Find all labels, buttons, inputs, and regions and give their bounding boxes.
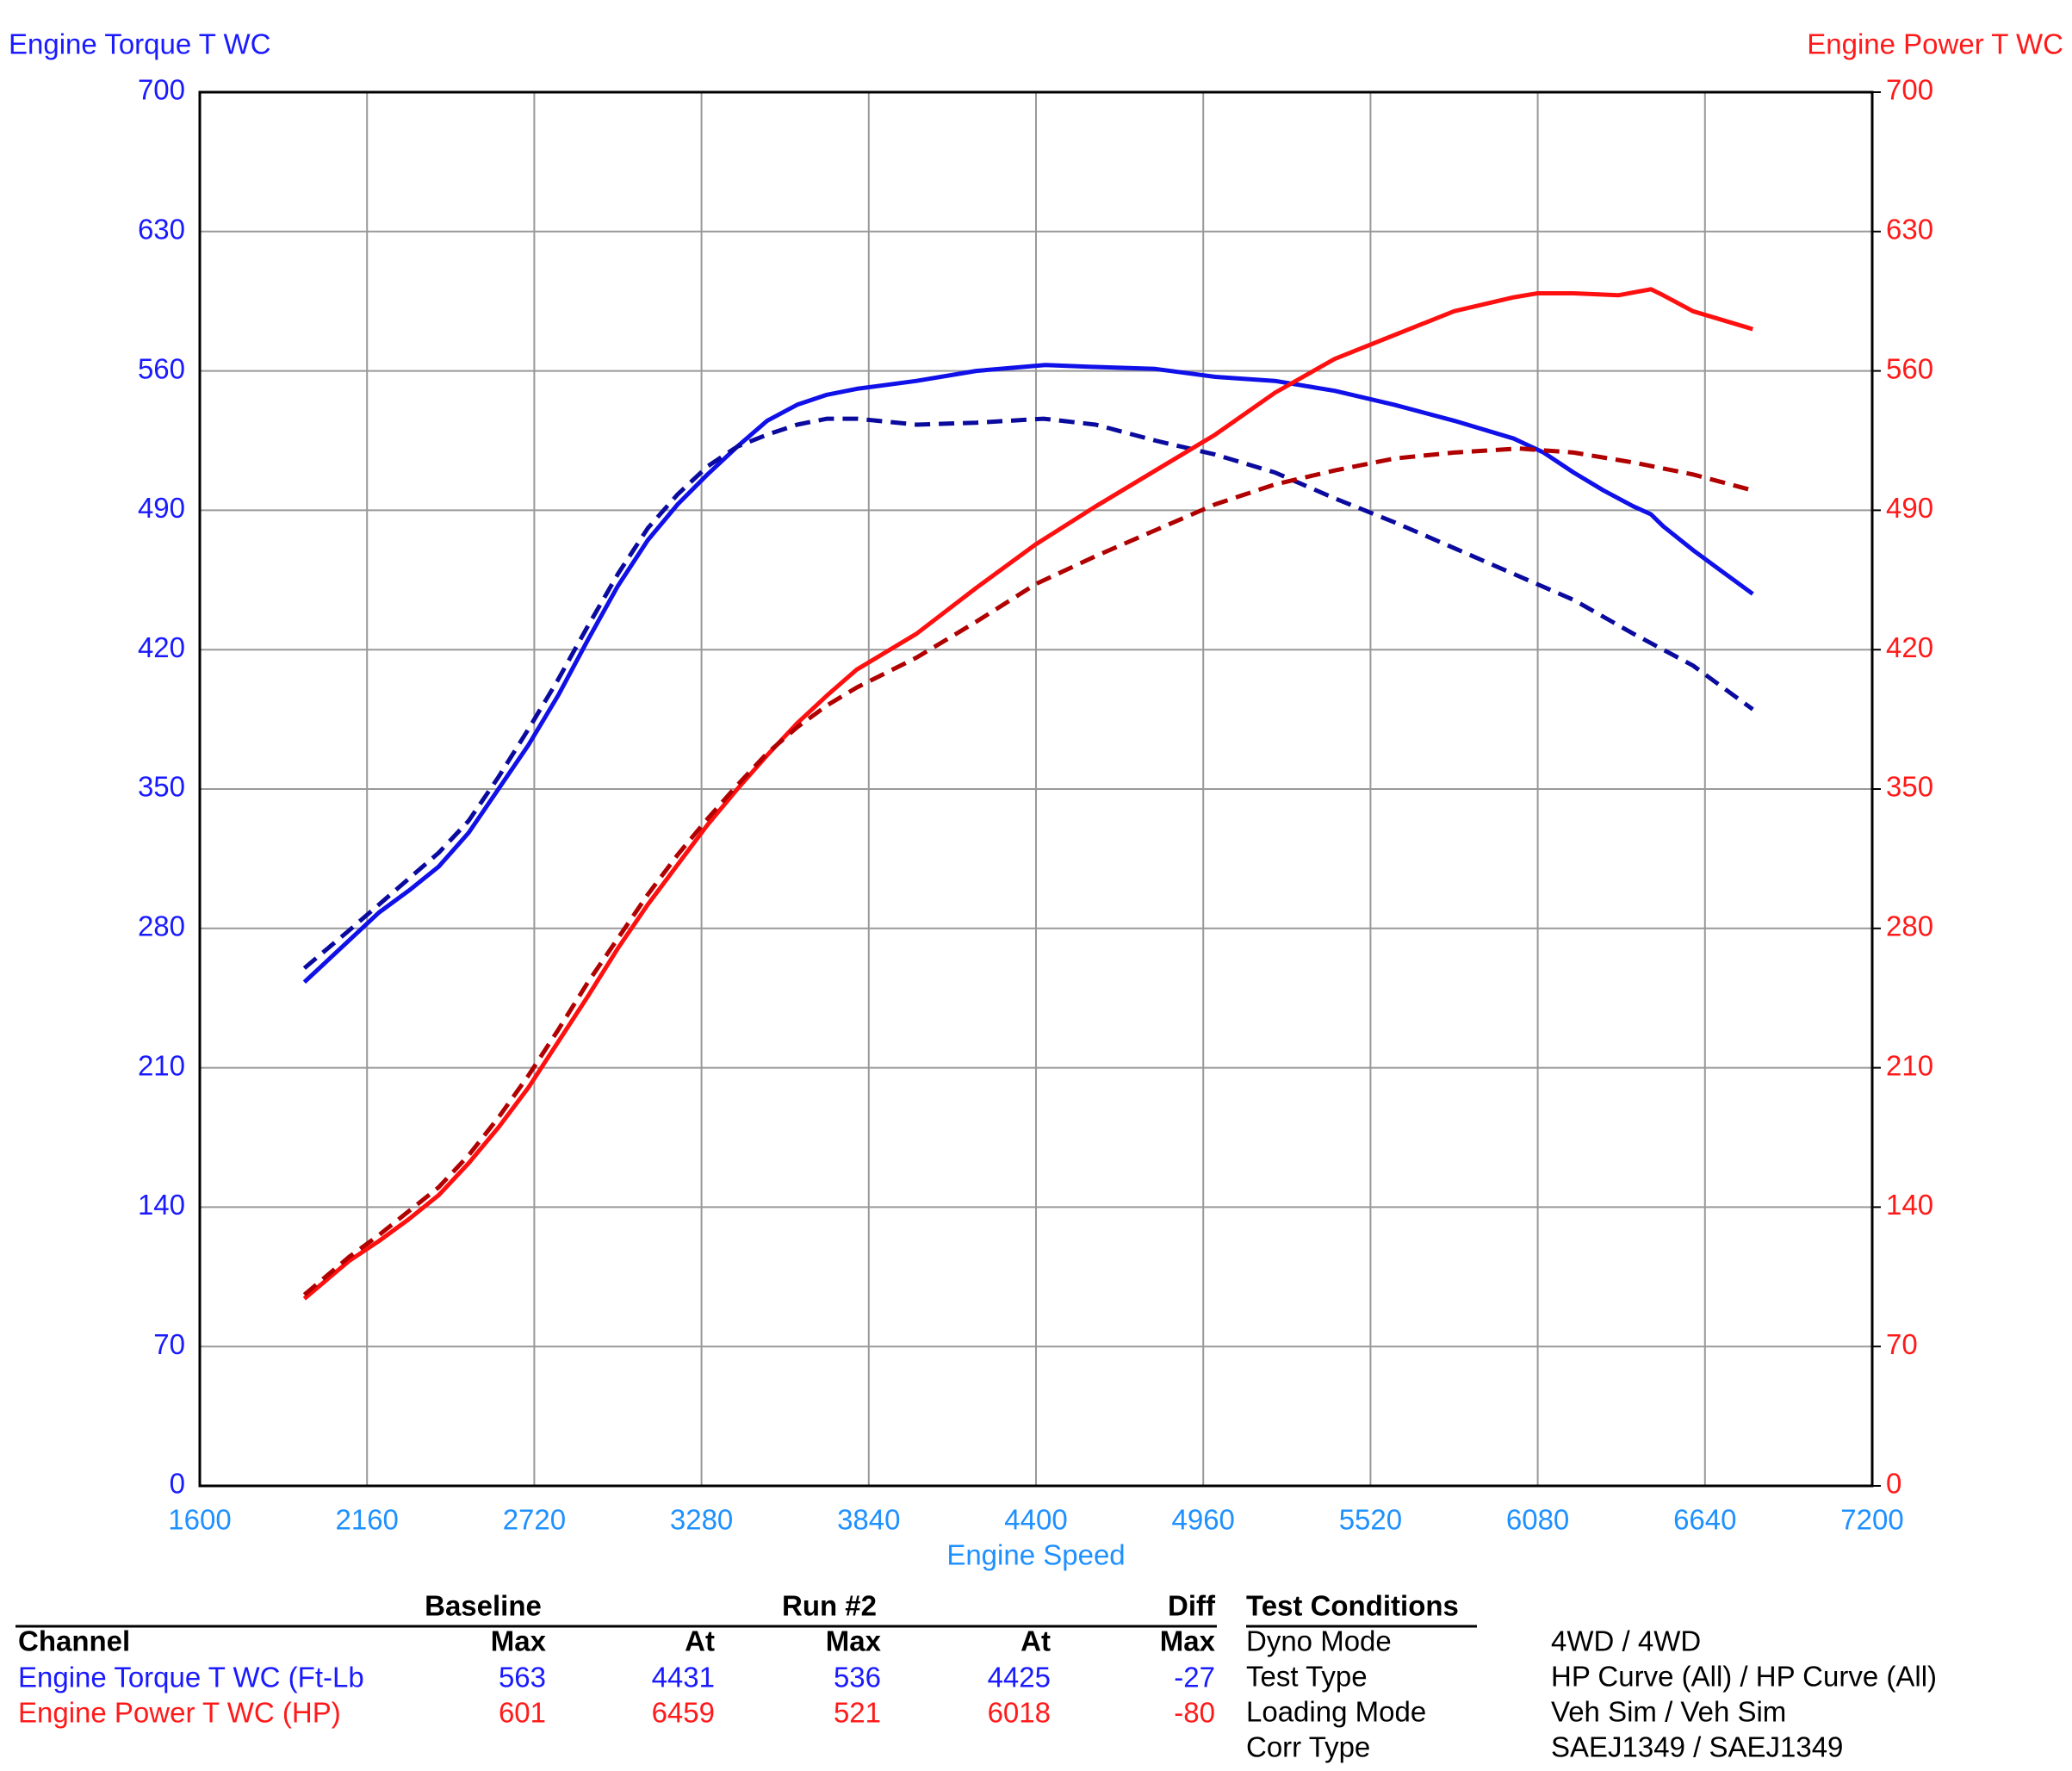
condition-value: HP Curve (All) / HP Curve (All) (1551, 1661, 1937, 1693)
x-tick-label: 5520 (1339, 1504, 1402, 1536)
y-axis-title: Engine Torque T WC (9, 28, 271, 60)
group-header: Baseline (425, 1590, 542, 1622)
y2-tick-label: 350 (1886, 771, 1933, 803)
y2-tick-label: 210 (1886, 1049, 1933, 1081)
group-header: Run #2 (782, 1590, 877, 1622)
y-tick-label: 490 (138, 492, 185, 524)
column-header: Max (826, 1625, 882, 1657)
condition-name: Loading Mode (1246, 1696, 1426, 1728)
table-cell: 6018 (988, 1697, 1051, 1729)
condition-value: SAEJ1349 / SAEJ1349 (1551, 1731, 1843, 1763)
table-cell: -80 (1174, 1697, 1215, 1729)
x-tick-label: 4400 (1004, 1504, 1067, 1536)
x-tick-label: 4960 (1171, 1504, 1234, 1536)
y2-tick-label: 280 (1886, 910, 1933, 942)
series-line (302, 363, 1754, 985)
table-cell: 4425 (988, 1662, 1051, 1693)
condition-name: Dyno Mode (1246, 1625, 1392, 1657)
table-cell: -27 (1174, 1662, 1215, 1693)
x-tick-label: 2720 (503, 1504, 566, 1536)
column-header: At (1020, 1625, 1051, 1657)
y2-tick-label: 140 (1886, 1189, 1933, 1221)
column-header: At (685, 1625, 715, 1657)
condition-name: Test Type (1246, 1661, 1368, 1693)
series-line (302, 287, 1754, 1301)
table-cell: Engine Torque T WC (Ft-Lb (18, 1662, 364, 1693)
x-tick-label: 2160 (335, 1504, 398, 1536)
condition-value: Veh Sim / Veh Sim (1551, 1696, 1786, 1728)
y-tick-label: 420 (138, 631, 185, 663)
x-tick-label: 3840 (837, 1504, 900, 1536)
table-cell: 536 (834, 1662, 881, 1693)
table-cell: 521 (834, 1697, 881, 1729)
y2-tick-label: 630 (1886, 214, 1933, 245)
series-line (302, 416, 1754, 970)
y2-tick-label: 420 (1886, 631, 1933, 663)
column-header: Max (1160, 1625, 1216, 1657)
condition-name: Corr Type (1246, 1731, 1370, 1763)
plot-frame (198, 90, 1874, 1488)
table-cell: 6459 (652, 1697, 715, 1729)
y-tick-label: 70 (153, 1328, 185, 1360)
column-header: Channel (18, 1625, 130, 1657)
condition-value: 4WD / 4WD (1551, 1625, 1701, 1657)
table-cell: 563 (499, 1662, 546, 1693)
y-tick-label: 210 (138, 1049, 185, 1081)
conditions-title: Test Conditions (1246, 1590, 1459, 1622)
x-axis-title: Engine Speed (946, 1539, 1125, 1571)
y-tick-label: 630 (138, 214, 185, 245)
y2-tick-label: 700 (1886, 74, 1933, 106)
y-tick-label: 560 (138, 352, 185, 384)
table-cell: Engine Power T WC (HP) (18, 1697, 341, 1729)
y2-tick-label: 70 (1886, 1328, 1918, 1360)
x-tick-label: 7200 (1840, 1504, 1903, 1536)
x-tick-label: 6640 (1673, 1504, 1736, 1536)
x-tick-label: 1600 (168, 1504, 231, 1536)
y-tick-label: 350 (138, 771, 185, 803)
column-header: Max (491, 1625, 547, 1657)
table-cell: 4431 (652, 1662, 715, 1693)
y-tick-label: 700 (138, 74, 185, 106)
x-tick-label: 3280 (670, 1504, 733, 1536)
table-cell: 601 (499, 1697, 546, 1729)
y-tick-label: 280 (138, 910, 185, 942)
y2-tick-label: 0 (1886, 1468, 1901, 1500)
y-tick-label: 140 (138, 1189, 185, 1221)
series-line (302, 446, 1753, 1297)
group-header: Diff (1168, 1590, 1216, 1622)
y2-tick-label: 560 (1886, 352, 1933, 384)
y-tick-label: 0 (170, 1468, 185, 1500)
y2-axis-title: Engine Power T WC (1807, 28, 2063, 60)
y2-tick-label: 490 (1886, 492, 1933, 524)
x-tick-label: 6080 (1506, 1504, 1569, 1536)
